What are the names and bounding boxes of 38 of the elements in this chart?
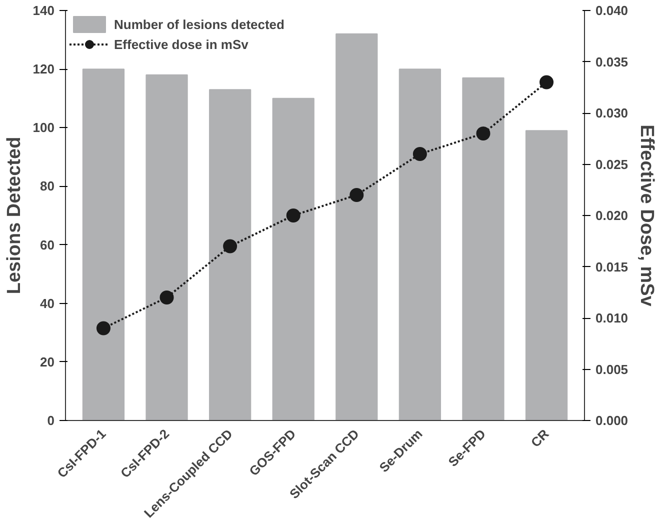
y-tick-label: 40 [40, 296, 55, 311]
y-tick-label: 0 [47, 413, 55, 428]
bar [525, 130, 568, 420]
point [412, 147, 427, 161]
y2-tick-label: 0.040 [596, 3, 628, 18]
legend-label: Number of lesions detected [114, 16, 284, 32]
y-tick-label: 20 [40, 354, 55, 370]
bar [208, 89, 252, 420]
point [286, 208, 300, 222]
bar [462, 77, 504, 420]
y2-tick-label: 0.035 [596, 54, 628, 70]
bar [336, 33, 378, 420]
y2-tick-label: 0.005 [596, 362, 628, 377]
y2-tick-label: 0.010 [596, 310, 628, 326]
y2-tick-label: 0.020 [596, 208, 628, 223]
y2-tick-label: 0.015 [596, 259, 628, 274]
y-tick-label: 140 [32, 3, 55, 18]
point [476, 126, 490, 140]
x-tick-label: CR [528, 426, 552, 450]
bar [146, 74, 188, 420]
y-tick-label: 60 [40, 237, 55, 252]
y-tick-label: 80 [40, 178, 55, 194]
bar [272, 98, 314, 420]
point [96, 321, 110, 336]
bar [398, 68, 442, 420]
y2-tick-label: 0.000 [596, 413, 628, 428]
point [540, 75, 554, 90]
y-tick-label: 100 [32, 120, 55, 136]
point [223, 239, 238, 254]
point [350, 188, 364, 202]
y-axis-title: Lesions Detected [4, 136, 25, 294]
y-tick-label: 120 [32, 62, 55, 77]
point [160, 290, 174, 304]
bar [82, 68, 125, 420]
y2-tick-label: 0.025 [596, 156, 628, 172]
legend-label: Effective dose in mSv [114, 36, 248, 52]
y2-axis-title: Effective Dose, mSv [636, 124, 658, 307]
y2-tick-label: 0.030 [596, 106, 628, 120]
